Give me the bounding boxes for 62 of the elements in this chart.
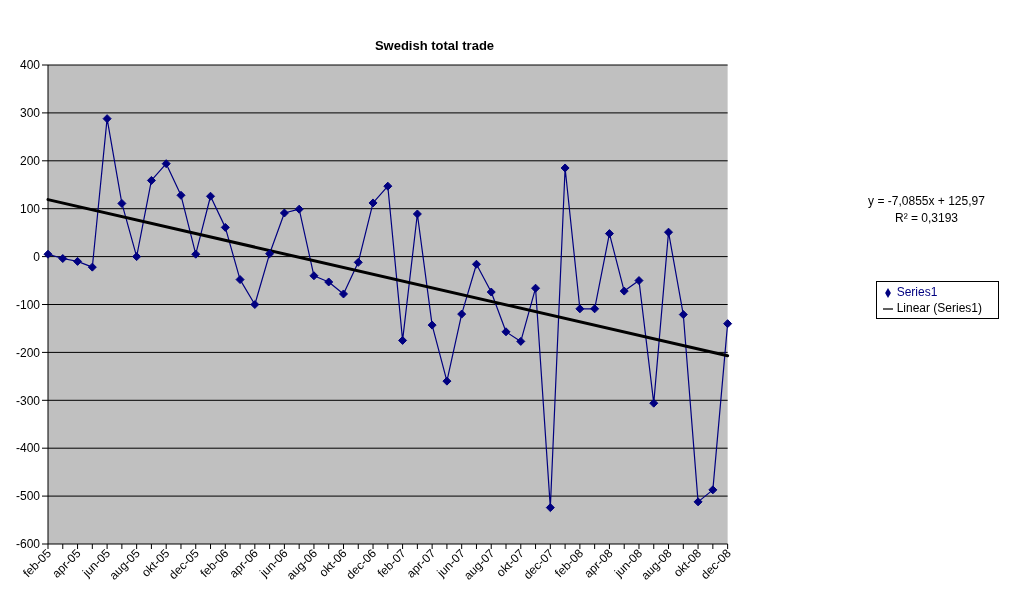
point (324, 277, 334, 287)
legend-label: Series1 (896, 285, 938, 299)
point (250, 300, 260, 309)
point (531, 283, 541, 293)
point (604, 229, 614, 239)
y-tick-label: 300 (19, 106, 41, 121)
point (501, 327, 511, 337)
point (457, 309, 467, 319)
point (442, 376, 452, 386)
point (117, 198, 127, 208)
y-tick-label: -600 (15, 537, 41, 552)
point (220, 222, 230, 232)
point (309, 271, 319, 281)
point (279, 208, 289, 218)
point (693, 497, 703, 507)
point (723, 319, 733, 329)
point (383, 181, 393, 191)
point (545, 503, 555, 513)
point (471, 259, 481, 269)
point (590, 304, 600, 314)
point (427, 320, 437, 330)
point (678, 310, 688, 320)
point (161, 159, 171, 169)
point (73, 256, 83, 266)
y-tick-label: 0 (33, 249, 41, 264)
y-tick-label: 200 (19, 154, 41, 169)
y-tick-label: 400 (19, 58, 41, 73)
y-tick-label: -300 (15, 393, 41, 408)
point (575, 304, 585, 314)
point (560, 163, 570, 173)
text: y = -7,0855x + 125,97 (867, 193, 986, 210)
point (191, 249, 201, 259)
point (486, 287, 496, 297)
point (206, 191, 216, 201)
point (176, 190, 186, 200)
y-tick-label: -500 (15, 489, 41, 504)
point (146, 175, 156, 185)
point (338, 289, 348, 299)
point (132, 252, 142, 262)
point (102, 114, 112, 124)
chart-title: Swedish total trade (373, 38, 496, 53)
point (235, 275, 245, 285)
legend-label: Linear (Series1) (896, 301, 982, 315)
point (265, 249, 275, 259)
point (634, 276, 644, 286)
y-tick-label: -200 (15, 345, 41, 360)
point (708, 485, 718, 495)
y-tick-label: -400 (15, 441, 41, 456)
point (398, 335, 408, 345)
point (619, 286, 629, 296)
point (294, 204, 304, 214)
point (412, 209, 422, 219)
y-tick-label: -100 (15, 297, 41, 312)
point (664, 227, 674, 237)
y-tick-label: 100 (19, 201, 41, 216)
point (368, 198, 378, 208)
point (353, 257, 363, 267)
point (58, 254, 68, 264)
point (87, 262, 97, 272)
text: R² = 0,3193 (893, 210, 959, 227)
point (649, 398, 659, 408)
point (516, 336, 526, 346)
